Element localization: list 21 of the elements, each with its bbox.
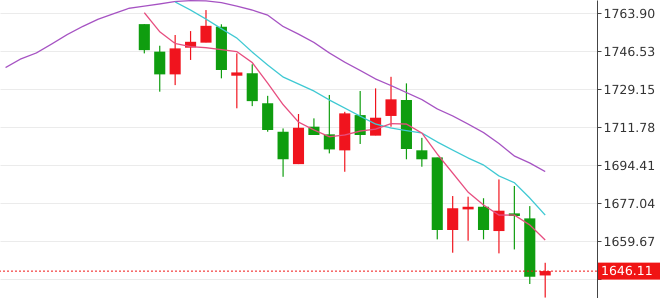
candlestick	[447, 195, 458, 254]
y-tick-label: 1694.41	[604, 158, 656, 173]
candlestick	[324, 94, 335, 154]
ref-line-label: 1646.11	[601, 263, 653, 278]
y-tick-label: 1763.90	[604, 6, 656, 21]
y-tick-label: 1677.04	[604, 196, 656, 211]
candlestick	[231, 52, 242, 109]
line-series	[144, 12, 546, 241]
line-series	[174, 1, 546, 216]
y-tick-label: 1746.53	[604, 44, 656, 59]
y-tick-label: 1729.15	[604, 82, 656, 97]
candlestick	[416, 137, 428, 168]
y-tick-label: 1659.67	[604, 234, 656, 249]
candlestick	[200, 9, 212, 44]
y-tick-label: 1711.78	[604, 120, 656, 135]
candlestick	[493, 178, 504, 254]
candlestick	[385, 76, 397, 128]
candlestick	[154, 45, 166, 92]
candlestick	[478, 198, 490, 240]
line-series	[4, 0, 546, 172]
candlestick	[462, 196, 474, 242]
